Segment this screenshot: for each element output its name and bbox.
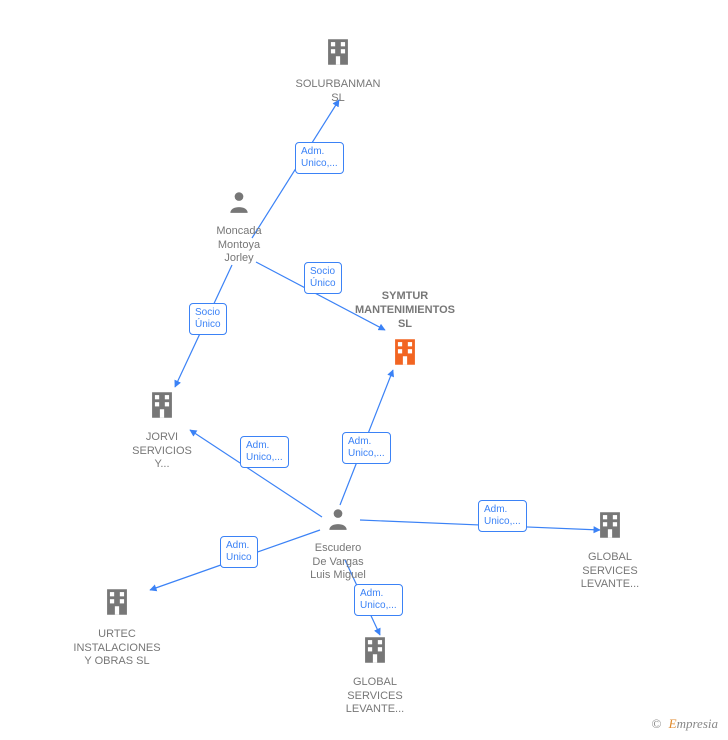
company-icon: [283, 35, 393, 74]
watermark-brand-rest: mpresia: [677, 716, 718, 731]
node-solurbanman[interactable]: SOLURBANMAN SL: [283, 35, 393, 105]
person-icon: [283, 505, 393, 538]
copyright-symbol: ©: [652, 716, 662, 731]
node-global2[interactable]: GLOBAL SERVICES LEVANTE...: [555, 508, 665, 592]
edge-label: Socio Único: [304, 262, 342, 294]
node-global1[interactable]: GLOBAL SERVICES LEVANTE...: [320, 633, 430, 717]
company-icon: [555, 508, 665, 547]
node-label: SOLURBANMAN SL: [283, 78, 393, 106]
node-label: SYMTUR MANTENIMIENTOS SL: [350, 290, 460, 331]
edge-label: Adm. Unico,...: [342, 432, 391, 464]
company-icon: [107, 388, 217, 427]
node-urtec[interactable]: URTEC INSTALACIONES Y OBRAS SL: [62, 585, 172, 669]
node-label: Escudero De Vargas Luis Miguel: [283, 542, 393, 583]
node-label: URTEC INSTALACIONES Y OBRAS SL: [62, 628, 172, 669]
edge-label: Adm. Unico,...: [295, 142, 344, 174]
node-label: GLOBAL SERVICES LEVANTE...: [320, 676, 430, 717]
watermark-brand-first: E: [669, 716, 677, 731]
edge-label: Adm. Unico,...: [354, 584, 403, 616]
watermark: © Empresia: [652, 716, 719, 732]
edge-label: Adm. Unico,...: [478, 500, 527, 532]
person-icon: [184, 188, 294, 221]
node-jorvi[interactable]: JORVI SERVICIOS Y...: [107, 388, 217, 472]
edge-label: Adm. Unico,...: [240, 436, 289, 468]
edge-label: Adm. Unico: [220, 536, 258, 568]
node-escudero[interactable]: Escudero De Vargas Luis Miguel: [283, 505, 393, 583]
node-label: Moncada Montoya Jorley: [184, 225, 294, 266]
edge-label: Socio Único: [189, 303, 227, 335]
node-symtur[interactable]: SYMTUR MANTENIMIENTOS SL: [350, 290, 460, 374]
company-icon: [62, 585, 172, 624]
node-moncada[interactable]: Moncada Montoya Jorley: [184, 188, 294, 266]
node-label: JORVI SERVICIOS Y...: [107, 431, 217, 472]
company-icon: [350, 335, 460, 374]
node-label: GLOBAL SERVICES LEVANTE...: [555, 551, 665, 592]
company-icon: [320, 633, 430, 672]
